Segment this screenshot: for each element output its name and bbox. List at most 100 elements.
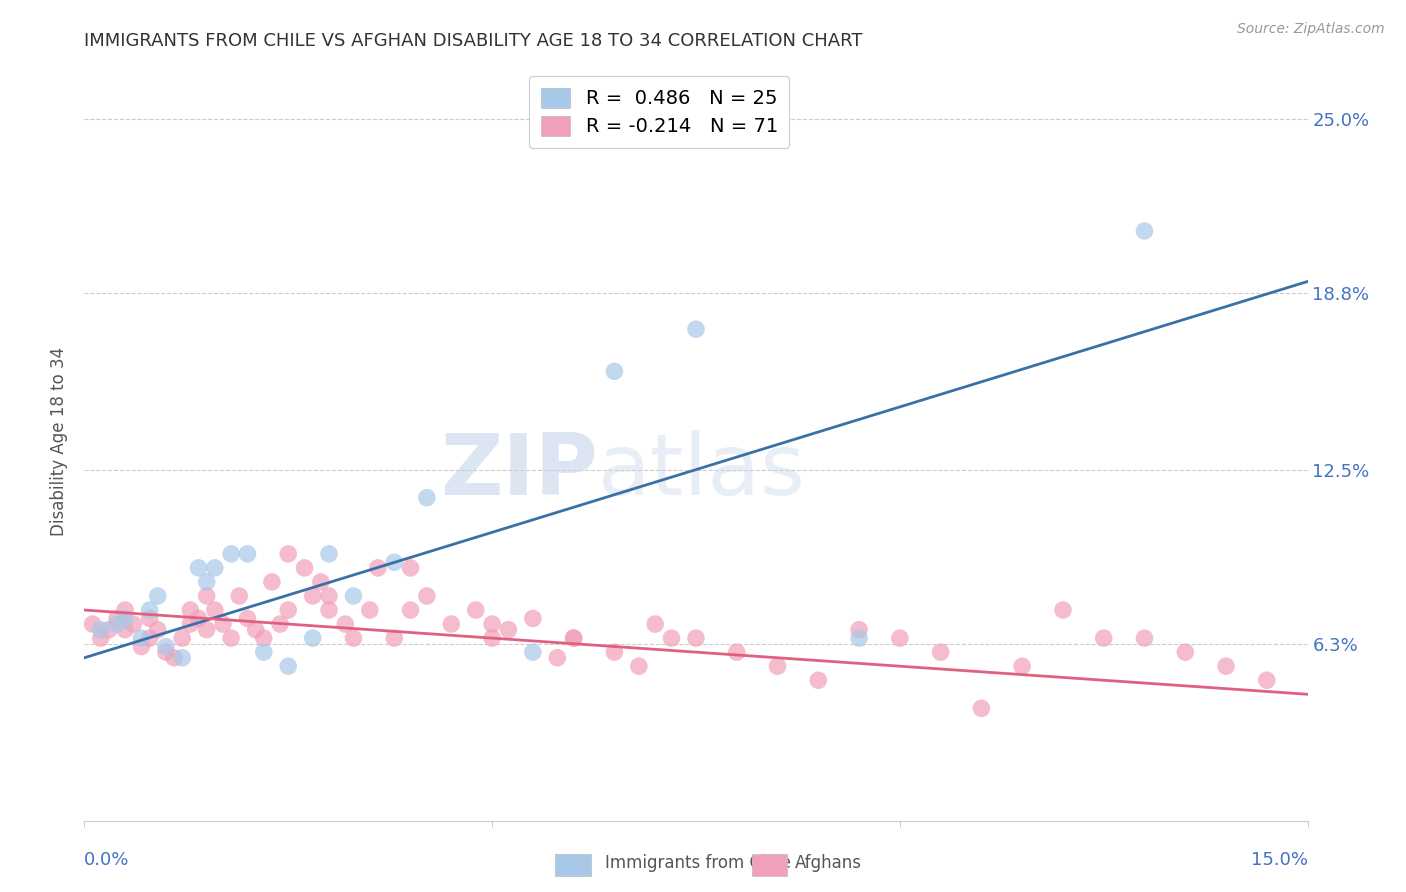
Point bbox=[195, 589, 218, 603]
Point bbox=[1133, 224, 1156, 238]
Point bbox=[245, 623, 267, 637]
Point bbox=[1052, 603, 1074, 617]
Point bbox=[416, 491, 439, 505]
Point bbox=[204, 561, 226, 575]
Point bbox=[195, 623, 218, 637]
Text: atlas: atlas bbox=[598, 430, 806, 514]
Point bbox=[90, 623, 112, 637]
Point bbox=[848, 623, 870, 637]
Point bbox=[146, 589, 169, 603]
Point bbox=[481, 631, 503, 645]
Point bbox=[1174, 645, 1197, 659]
Point bbox=[498, 623, 520, 637]
Point bbox=[187, 611, 209, 625]
Point bbox=[179, 603, 201, 617]
Point bbox=[481, 617, 503, 632]
Point bbox=[1011, 659, 1033, 673]
Point bbox=[253, 631, 276, 645]
Point bbox=[105, 617, 128, 632]
Point bbox=[603, 645, 626, 659]
Point bbox=[342, 589, 364, 603]
Point bbox=[179, 617, 201, 632]
Point bbox=[294, 561, 316, 575]
Point bbox=[301, 589, 323, 603]
Text: Immigrants from Chile: Immigrants from Chile bbox=[605, 855, 790, 872]
Point bbox=[301, 631, 323, 645]
Point bbox=[195, 574, 218, 589]
Point bbox=[155, 640, 177, 654]
Point bbox=[1215, 659, 1237, 673]
Point bbox=[114, 611, 136, 625]
Point bbox=[335, 617, 357, 632]
Point bbox=[661, 631, 683, 645]
Point bbox=[644, 617, 666, 632]
Point bbox=[277, 659, 299, 673]
Point bbox=[522, 645, 544, 659]
Point bbox=[277, 547, 299, 561]
Point bbox=[277, 603, 299, 617]
Point bbox=[187, 561, 209, 575]
Point bbox=[163, 650, 186, 665]
Point bbox=[253, 645, 276, 659]
Point bbox=[212, 617, 235, 632]
Point bbox=[929, 645, 952, 659]
Point bbox=[318, 547, 340, 561]
Point bbox=[627, 659, 650, 673]
Point bbox=[725, 645, 748, 659]
Point bbox=[236, 611, 259, 625]
Point bbox=[219, 547, 242, 561]
Point bbox=[546, 650, 568, 665]
Point bbox=[172, 650, 194, 665]
Point bbox=[236, 547, 259, 561]
Point bbox=[342, 631, 364, 645]
Point bbox=[440, 617, 463, 632]
Point bbox=[114, 623, 136, 637]
Legend: R =  0.486   N = 25, R = -0.214   N = 71: R = 0.486 N = 25, R = -0.214 N = 71 bbox=[529, 76, 789, 148]
Text: ZIP: ZIP bbox=[440, 430, 598, 514]
Point bbox=[138, 603, 160, 617]
Point bbox=[155, 645, 177, 659]
Point bbox=[359, 603, 381, 617]
Point bbox=[685, 322, 707, 336]
Point bbox=[97, 623, 120, 637]
Text: Afghans: Afghans bbox=[794, 855, 862, 872]
Point bbox=[131, 640, 153, 654]
Point bbox=[269, 617, 291, 632]
Point bbox=[219, 631, 242, 645]
Text: Source: ZipAtlas.com: Source: ZipAtlas.com bbox=[1237, 22, 1385, 37]
Point bbox=[889, 631, 911, 645]
Point bbox=[807, 673, 830, 688]
Point bbox=[603, 364, 626, 378]
Point bbox=[90, 631, 112, 645]
Point bbox=[131, 631, 153, 645]
Point bbox=[82, 617, 104, 632]
Point bbox=[318, 603, 340, 617]
Point bbox=[382, 555, 405, 569]
Point bbox=[318, 589, 340, 603]
Point bbox=[367, 561, 389, 575]
Point bbox=[766, 659, 789, 673]
Point bbox=[138, 611, 160, 625]
Point bbox=[114, 603, 136, 617]
Point bbox=[562, 631, 585, 645]
Y-axis label: Disability Age 18 to 34: Disability Age 18 to 34 bbox=[51, 347, 69, 536]
Point bbox=[522, 611, 544, 625]
Text: IMMIGRANTS FROM CHILE VS AFGHAN DISABILITY AGE 18 TO 34 CORRELATION CHART: IMMIGRANTS FROM CHILE VS AFGHAN DISABILI… bbox=[84, 32, 863, 50]
Point bbox=[105, 611, 128, 625]
Point bbox=[399, 603, 422, 617]
Point bbox=[416, 589, 439, 603]
Point bbox=[1133, 631, 1156, 645]
Point bbox=[172, 631, 194, 645]
Point bbox=[399, 561, 422, 575]
Point bbox=[464, 603, 486, 617]
Point bbox=[146, 623, 169, 637]
Point bbox=[848, 631, 870, 645]
Text: 0.0%: 0.0% bbox=[84, 851, 129, 869]
Point bbox=[260, 574, 283, 589]
Point bbox=[970, 701, 993, 715]
Point bbox=[1092, 631, 1115, 645]
Text: 15.0%: 15.0% bbox=[1250, 851, 1308, 869]
Point bbox=[382, 631, 405, 645]
Point bbox=[122, 617, 145, 632]
Point bbox=[562, 631, 585, 645]
